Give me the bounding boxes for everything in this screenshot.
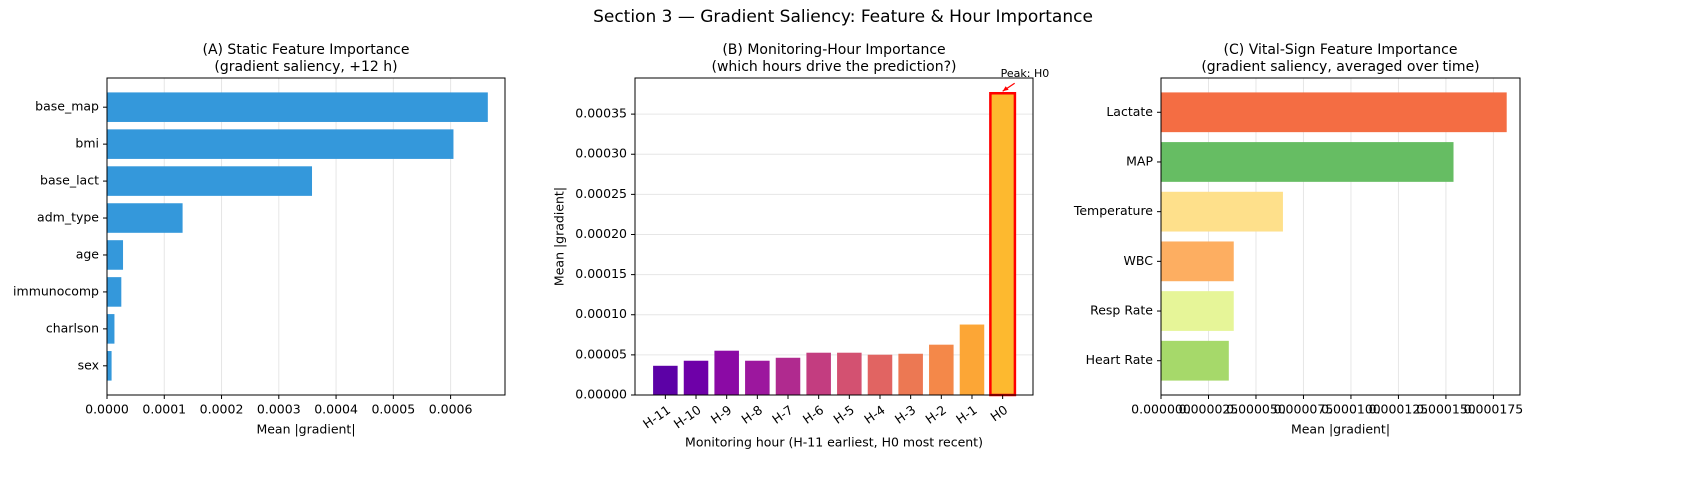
- y-tick-label: 0.00035: [575, 106, 627, 121]
- bar: [806, 352, 831, 395]
- bar: [107, 351, 112, 381]
- x-axis-label: Monitoring hour (H-11 earliest, H0 most …: [685, 435, 983, 450]
- y-tick-label: bmi: [75, 136, 99, 151]
- x-tick-label: 0.000150: [1416, 402, 1476, 417]
- bar: [107, 203, 183, 233]
- bar: [1161, 340, 1229, 381]
- y-tick-label: Lactate: [1106, 104, 1153, 119]
- bar: [714, 350, 739, 395]
- y-tick-label: 0.00020: [575, 226, 627, 241]
- y-tick-label: age: [76, 246, 100, 261]
- bar: [1161, 191, 1283, 232]
- x-tick-label: 0.0001: [142, 402, 186, 417]
- y-tick-label: charlson: [46, 320, 99, 335]
- bar: [745, 360, 770, 395]
- bar: [107, 314, 115, 344]
- x-tick-label: 0.000000: [1131, 402, 1191, 417]
- x-tick-label: 0.0005: [371, 402, 415, 417]
- y-tick-label: base_map: [35, 99, 99, 114]
- panel-title: (B) Monitoring-Hour Importance: [722, 42, 945, 58]
- bar: [107, 277, 122, 307]
- y-tick-label: adm_type: [37, 210, 99, 225]
- axes-frame: [106, 77, 506, 396]
- bar: [1161, 291, 1234, 331]
- y-tick-label: sex: [78, 357, 99, 372]
- x-tick-label: 0.0004: [314, 402, 358, 417]
- bar: [1161, 92, 1507, 133]
- bar: [989, 91, 1017, 397]
- bar: [653, 365, 678, 395]
- x-tick-label: 0.000125: [1369, 402, 1429, 417]
- bar: [683, 360, 709, 395]
- bar: [898, 353, 923, 395]
- y-tick-label: immunocomp: [13, 283, 99, 298]
- panel-title: (gradient saliency, +12 h): [214, 59, 397, 75]
- bar: [775, 357, 801, 395]
- y-tick-label: 0.00025: [575, 186, 627, 201]
- bar: [107, 92, 488, 122]
- y-tick-label: 0.00000: [575, 387, 627, 402]
- panel-title: (gradient saliency, averaged over time): [1201, 59, 1479, 75]
- y-tick-label: 0.00030: [575, 146, 627, 161]
- x-tick-label: 0.0002: [200, 402, 244, 417]
- annotation: Peak: H0: [1001, 67, 1050, 80]
- bar: [929, 344, 954, 395]
- y-tick-label: base_lact: [40, 173, 99, 188]
- x-axis-label: Mean |gradient|: [1291, 422, 1390, 437]
- panel-title: (C) Vital-Sign Feature Importance: [1224, 42, 1458, 58]
- y-tick-label: Resp Rate: [1090, 303, 1153, 318]
- x-tick-label: 0.000025: [1179, 402, 1239, 417]
- y-tick-label: 0.00010: [575, 306, 627, 321]
- bar: [867, 354, 893, 395]
- figure-title: Section 3 — Gradient Saliency: Feature &…: [593, 7, 1093, 27]
- annotation-arrowhead: [1002, 86, 1009, 92]
- bar: [107, 129, 454, 159]
- y-tick-label: MAP: [1126, 153, 1153, 168]
- y-tick-label: 0.00015: [575, 266, 627, 281]
- x-tick-label: 0.0006: [429, 402, 473, 417]
- panel-title: (A) Static Feature Importance: [202, 42, 409, 58]
- x-tick-label: 0.000100: [1321, 402, 1381, 417]
- x-tick-label: 0.000050: [1226, 402, 1286, 417]
- panel-title: (which hours drive the prediction?): [712, 59, 957, 75]
- bar: [107, 166, 313, 196]
- x-tick-label: 0.0000: [85, 402, 129, 417]
- bar: [959, 324, 985, 395]
- y-tick-label: Heart Rate: [1086, 352, 1154, 367]
- bar: [837, 352, 862, 395]
- y-tick-label: 0.00005: [575, 346, 627, 361]
- bar: [107, 240, 124, 270]
- y-tick-label: WBC: [1124, 253, 1154, 268]
- axes-frame: [634, 77, 1034, 396]
- x-axis-label: Mean |gradient|: [256, 422, 355, 437]
- x-tick-label: 0.0003: [257, 402, 301, 417]
- bar: [1161, 241, 1234, 282]
- y-axis-label: Mean |gradient|: [552, 187, 567, 286]
- y-tick-label: Temperature: [1073, 203, 1153, 218]
- axes-frame: [1160, 77, 1521, 396]
- x-tick-label: 0.000175: [1464, 402, 1524, 417]
- bar: [1161, 142, 1454, 182]
- x-tick-label: 0.000075: [1274, 402, 1334, 417]
